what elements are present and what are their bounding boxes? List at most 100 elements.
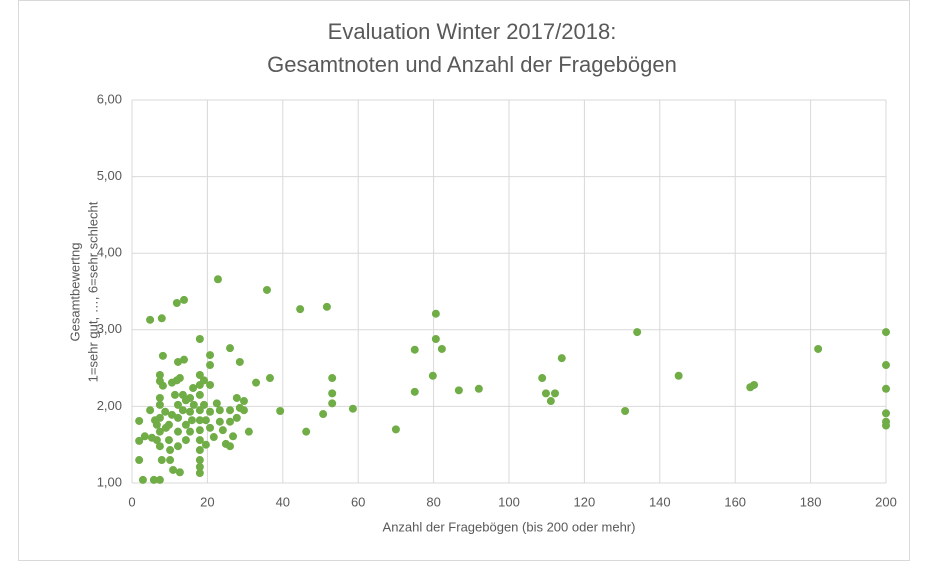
data-point — [882, 384, 890, 393]
data-point — [172, 298, 181, 307]
data-point — [206, 351, 215, 360]
data-point — [244, 427, 253, 436]
x-tick-label: 100 — [498, 494, 520, 509]
data-point — [454, 386, 463, 395]
data-point — [155, 475, 164, 484]
data-point — [166, 456, 175, 465]
data-point — [410, 387, 419, 396]
data-point — [155, 442, 164, 451]
y-tick-label: 3,00 — [97, 321, 122, 336]
data-point — [391, 425, 400, 434]
data-point — [135, 436, 144, 445]
data-point — [157, 456, 166, 465]
data-point — [189, 384, 198, 393]
data-point — [322, 302, 331, 311]
data-point — [195, 426, 204, 435]
data-point — [158, 381, 167, 390]
data-point — [882, 421, 890, 430]
data-point — [276, 406, 285, 415]
x-tick-label: 0 — [128, 494, 135, 509]
y-tick-label: 6,00 — [97, 91, 122, 106]
data-point — [206, 407, 215, 416]
y-axis-title: Gesamtbewertng — [67, 243, 82, 342]
data-point — [201, 440, 210, 449]
x-tick-label: 160 — [724, 494, 746, 509]
chart-title: Evaluation Winter 2017/2018: — [328, 19, 617, 44]
y-tick-label: 2,00 — [97, 398, 122, 413]
y-tick-label: 4,00 — [97, 245, 122, 260]
data-point — [173, 442, 182, 451]
data-point — [155, 393, 164, 402]
x-tick-label: 180 — [800, 494, 822, 509]
x-tick-label: 60 — [351, 494, 365, 509]
data-point — [546, 397, 555, 406]
data-point — [209, 433, 218, 442]
data-point — [195, 456, 204, 465]
data-point — [550, 389, 559, 398]
data-point — [428, 371, 437, 380]
data-point — [169, 465, 178, 474]
data-point — [229, 432, 238, 441]
data-point — [226, 344, 235, 353]
data-point — [557, 354, 566, 363]
data-point — [319, 410, 328, 419]
data-point — [180, 355, 189, 364]
data-point — [235, 357, 244, 366]
data-point — [189, 400, 198, 409]
data-point — [302, 427, 311, 436]
data-point — [161, 423, 170, 432]
data-point — [212, 399, 221, 408]
data-point — [186, 407, 195, 416]
data-point — [674, 371, 683, 380]
data-point — [181, 436, 190, 445]
data-point — [239, 397, 248, 406]
data-point — [206, 380, 215, 389]
data-point — [164, 436, 173, 445]
data-point — [170, 390, 179, 399]
data-point — [328, 374, 337, 383]
data-point — [175, 468, 184, 477]
data-point — [150, 416, 159, 425]
data-point — [181, 420, 190, 429]
data-point — [166, 446, 175, 455]
data-point — [410, 345, 419, 354]
x-tick-label: 80 — [426, 494, 440, 509]
data-point — [239, 406, 248, 415]
y-tick-label: 1,00 — [97, 474, 122, 489]
data-point — [155, 400, 164, 409]
y-tick-label: 5,00 — [97, 168, 122, 183]
data-point — [265, 374, 274, 383]
data-point — [201, 416, 210, 425]
data-point — [157, 314, 166, 323]
data-point — [195, 436, 204, 445]
data-point — [633, 328, 642, 337]
data-point — [541, 389, 550, 398]
data-point — [146, 315, 155, 324]
data-point — [621, 406, 630, 415]
data-point — [146, 406, 155, 415]
data-point — [138, 475, 147, 484]
data-point — [232, 393, 241, 402]
data-point — [252, 378, 261, 387]
data-point — [173, 400, 182, 409]
data-point — [206, 361, 215, 370]
data-point — [750, 380, 759, 389]
data-point — [187, 416, 196, 425]
data-point — [431, 309, 440, 318]
data-point — [173, 427, 182, 436]
data-point — [431, 334, 440, 343]
data-point — [348, 404, 357, 413]
data-point — [328, 389, 337, 398]
data-point — [195, 462, 204, 471]
data-point — [195, 334, 204, 343]
data-point — [173, 357, 182, 366]
data-point — [206, 423, 215, 432]
data-point — [178, 406, 187, 415]
data-point — [195, 446, 204, 455]
data-point — [173, 413, 182, 422]
x-tick-label: 20 — [200, 494, 214, 509]
data-point — [186, 427, 195, 436]
data-point — [195, 469, 204, 478]
x-tick-label: 40 — [276, 494, 290, 509]
data-point — [195, 416, 204, 425]
